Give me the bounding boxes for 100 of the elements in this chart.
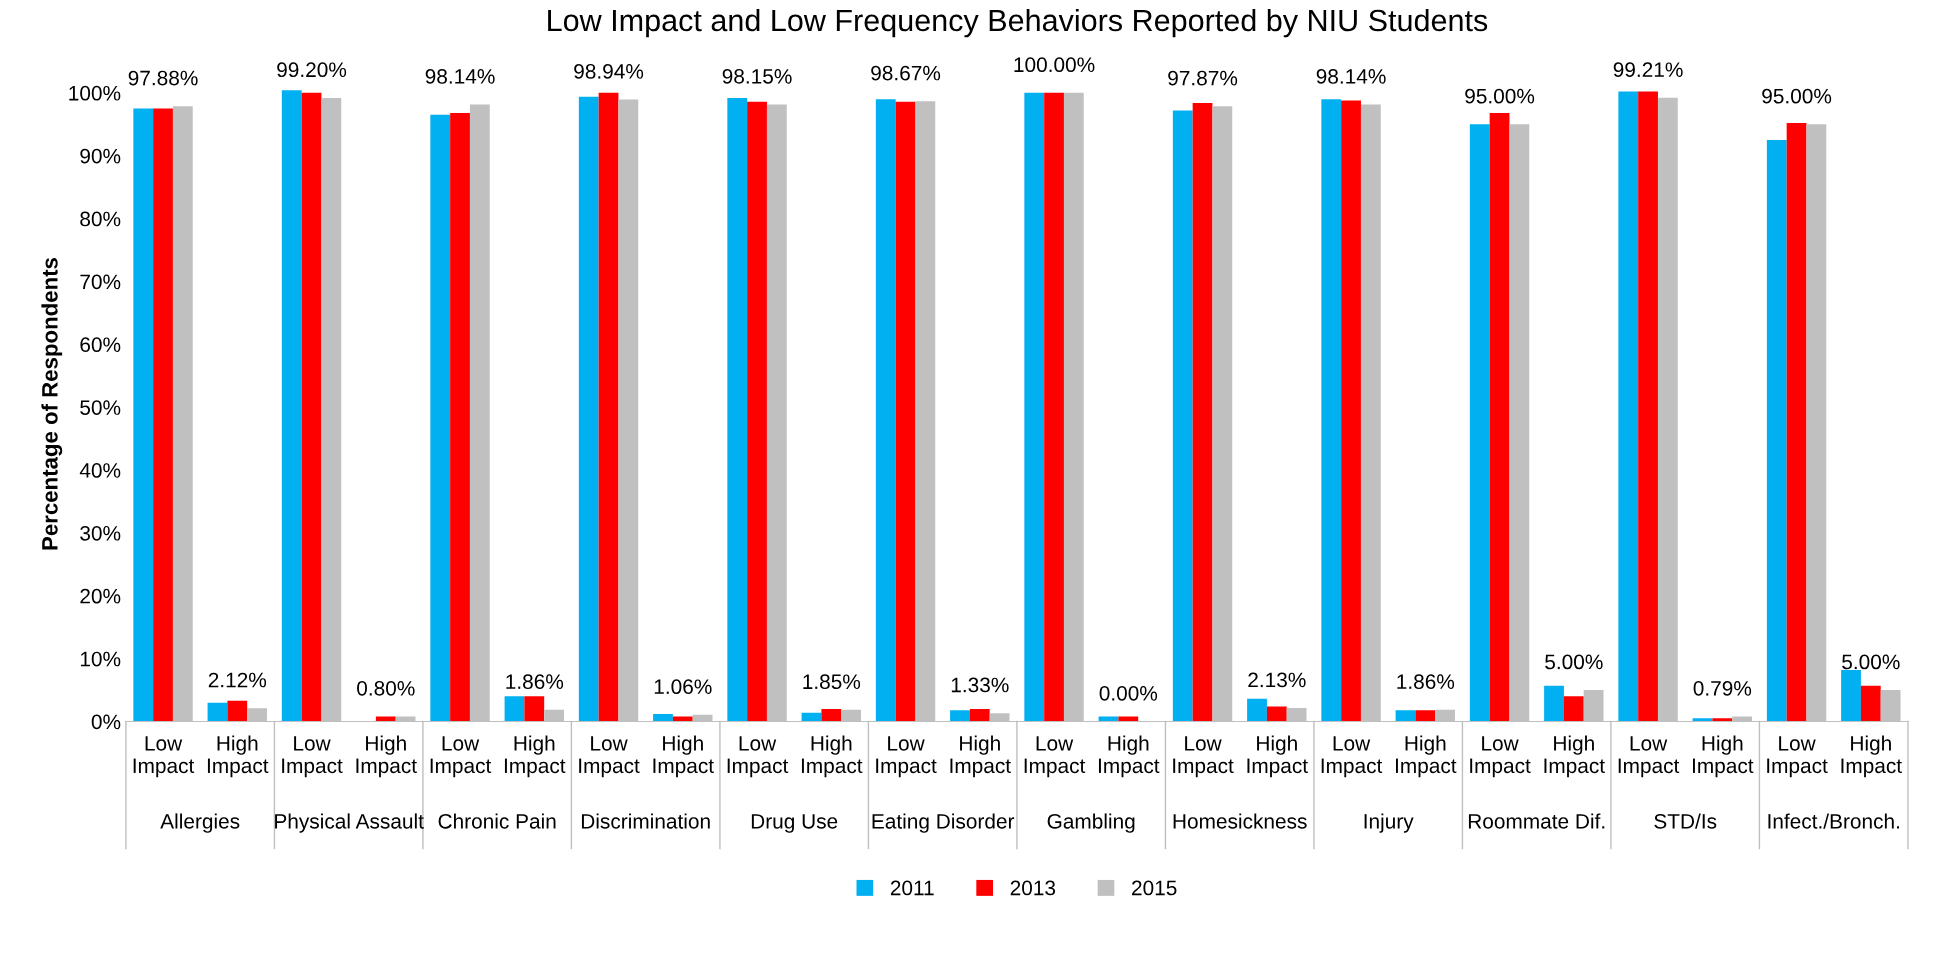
- x-tick-label: High Impact: [207, 735, 269, 778]
- bar: [524, 696, 545, 722]
- y-tick-label: 70%: [80, 274, 121, 290]
- y-tick-label: 90%: [80, 148, 121, 164]
- data-label: 1.33%: [951, 677, 1009, 693]
- x-tick-label: High Impact: [356, 735, 417, 778]
- bar: [1489, 112, 1510, 722]
- bar: [1841, 669, 1861, 722]
- data-label: 2.12%: [208, 672, 267, 688]
- y-tick-label: 30%: [80, 525, 121, 541]
- bar: [653, 713, 673, 722]
- x-tick-label: High Impact: [1098, 735, 1160, 778]
- bar: [504, 696, 525, 722]
- bar: [1563, 696, 1584, 722]
- bar: [1192, 102, 1213, 722]
- x-tick-label: Low Impact: [282, 736, 343, 778]
- data-label: 1.06%: [654, 679, 712, 695]
- text: Allergies: [160, 813, 240, 833]
- text: Infect./Bronch.: [1768, 813, 1899, 829]
- data-label: 5.00%: [1842, 654, 1900, 670]
- bar: [1172, 110, 1193, 722]
- bar: [747, 101, 767, 722]
- x-tick-label: Low Impact: [1618, 736, 1680, 778]
- legend-label: 2013: [1010, 880, 1056, 896]
- x-tick-label: High Impact: [1841, 735, 1902, 778]
- bar: [875, 99, 896, 722]
- bar: [1044, 92, 1064, 722]
- x-tick-label: High Impact: [801, 735, 863, 778]
- data-label: 95.00%: [1465, 88, 1535, 104]
- y-axis-title: Percentage of Respondents: [41, 257, 63, 550]
- bar: [1118, 716, 1139, 722]
- y-tick-label: 80%: [80, 211, 121, 227]
- bar: [1712, 718, 1733, 722]
- text: Injury: [1364, 813, 1414, 833]
- text: Homesickness: [1173, 813, 1307, 829]
- x-tick-label: High Impact: [950, 735, 1011, 778]
- bar: [895, 101, 916, 722]
- x-tick-label: High Impact: [1692, 735, 1754, 778]
- bar: [672, 716, 693, 722]
- y-tick-label: 100%: [69, 85, 121, 101]
- text: Discrimination: [581, 813, 710, 829]
- x-tick-label: Low Impact: [1173, 736, 1234, 778]
- bar: [578, 96, 599, 722]
- bar: [1321, 99, 1342, 722]
- bar: [1786, 123, 1807, 722]
- data-label: 99.20%: [277, 62, 347, 78]
- bar: [598, 92, 619, 722]
- legend-label: 2015: [1132, 880, 1177, 896]
- data-label: 98.14%: [1316, 69, 1386, 84]
- data-label: 0.80%: [357, 680, 415, 696]
- legend-label: 2011: [890, 880, 934, 896]
- bar: [133, 108, 154, 722]
- y-tick-label: 40%: [79, 463, 121, 478]
- data-label: 98.94%: [574, 63, 644, 79]
- data-label: 100.00%: [1014, 57, 1095, 73]
- bar: [153, 108, 173, 722]
- bar: [430, 114, 451, 722]
- text: Chronic Pain: [438, 813, 556, 829]
- data-label: 1.86%: [506, 674, 564, 690]
- x-tick-label: High Impact: [1247, 735, 1308, 778]
- bar: [1395, 710, 1416, 722]
- x-tick-label: Low Impact: [1321, 736, 1383, 778]
- x-tick-label: Low Impact: [430, 736, 492, 778]
- y-tick-label: 10%: [80, 651, 121, 667]
- x-tick-label: Low Impact: [579, 736, 640, 778]
- x-tick-label: Low Impact: [133, 736, 195, 778]
- x-tick-label: High Impact: [653, 735, 714, 778]
- text: Gambling: [1047, 813, 1135, 833]
- bar: [1247, 698, 1267, 722]
- bar: [1469, 124, 1490, 722]
- bar: [450, 112, 470, 722]
- bar: [1266, 706, 1287, 722]
- bar: [1692, 718, 1713, 722]
- x-tick-label: High Impact: [504, 735, 566, 778]
- x-tick-label: Low Impact: [1024, 736, 1086, 778]
- chart-title: Low Impact and Low Frequency Behaviors Reported by NIU Students: [548, 8, 1488, 38]
- data-label: 97.87%: [1168, 70, 1238, 86]
- y-tick-label: 20%: [80, 588, 121, 604]
- bar: [227, 700, 248, 722]
- x-tick-label: Low Impact: [1767, 736, 1828, 778]
- bar: [1024, 92, 1045, 722]
- data-label: 98.14%: [425, 69, 495, 84]
- bar: [969, 708, 990, 722]
- text: Physical Assault: [275, 813, 424, 833]
- data-label: 0.00%: [1099, 685, 1158, 701]
- text: Eating Disorder: [872, 813, 1015, 833]
- bar: [1860, 685, 1881, 722]
- bar: [301, 92, 322, 722]
- data-label: 95.00%: [1762, 88, 1832, 104]
- data-label: 0.79%: [1693, 681, 1752, 696]
- x-tick-label: High Impact: [1544, 735, 1605, 778]
- bar: [1766, 140, 1787, 722]
- data-label: 2.13%: [1248, 672, 1306, 688]
- data-label: 1.86%: [1397, 674, 1455, 690]
- data-label: 5.00%: [1545, 654, 1603, 670]
- x-tick-label: High Impact: [1395, 735, 1457, 778]
- bar: [375, 716, 396, 722]
- bar: [1544, 685, 1564, 722]
- bar: [1618, 91, 1639, 722]
- x-tick-label: Low Impact: [727, 736, 789, 778]
